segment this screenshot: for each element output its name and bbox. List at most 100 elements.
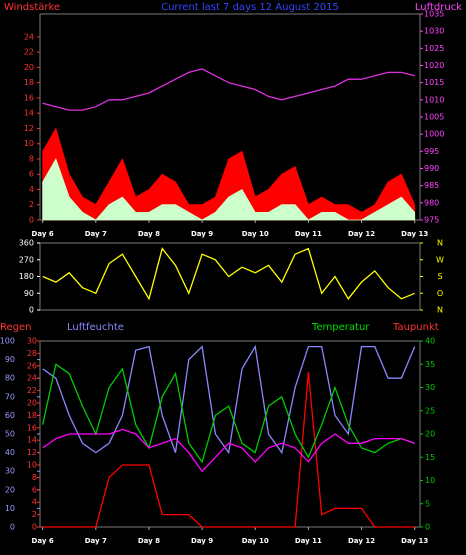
y-tick-label: 6	[29, 170, 34, 179]
title: Current last 7 days 12 August 2015	[161, 2, 339, 13]
y-tick-label: 2	[29, 200, 34, 209]
y-tick-label: 90	[5, 355, 15, 364]
y-label: Windstärke	[4, 2, 60, 13]
y-tick-label: 50	[5, 430, 15, 439]
line	[42, 363, 415, 464]
x-tick-label: Day 6	[32, 537, 54, 545]
y-tick-label: 25	[425, 406, 435, 415]
y-tick-label: 40	[5, 448, 15, 457]
y-tick-label: 22	[24, 48, 34, 57]
y-tick-label: N	[437, 239, 443, 248]
x-tick-label: Day 12	[348, 230, 375, 238]
y-tick-label: 26	[27, 361, 37, 370]
y-tick-label: 4	[32, 498, 37, 507]
y-tick-label: 990	[424, 164, 439, 173]
y-tick-label: 40	[425, 337, 435, 346]
legend-label: Luftfeuchte	[67, 322, 124, 333]
y-tick-label: O	[437, 289, 443, 298]
y-tick-label: 22	[27, 386, 37, 395]
y-tick-label: 8	[32, 473, 37, 482]
y-tick-label: 995	[424, 147, 439, 156]
x-tick-label: Day 8	[138, 537, 160, 545]
y-tick-label: 6	[32, 485, 37, 494]
x-tick-label: Day 9	[191, 537, 213, 545]
line	[42, 428, 415, 473]
y-tick-label: 10	[27, 461, 37, 470]
y-tick-label: 10	[24, 139, 34, 148]
y-tick-label: S	[437, 272, 442, 281]
y-tick-label: 14	[24, 109, 34, 118]
y-tick-label: 985	[424, 181, 439, 190]
y-tick-label: 30	[27, 337, 37, 346]
area	[42, 127, 416, 221]
y-tick-label: 20	[5, 485, 15, 494]
y-tick-label: 12	[24, 124, 34, 133]
line	[42, 247, 415, 301]
legend-label: Regen	[0, 322, 32, 333]
y-tick-label: 0	[29, 216, 34, 225]
x-tick-label: Day 9	[191, 230, 213, 238]
y-tick-label: 90	[24, 289, 34, 298]
x-tick-label: Day 7	[85, 230, 107, 238]
y-tick-label: 1000	[424, 130, 444, 139]
y-tick-label: 24	[27, 374, 37, 383]
y-tick-label: 270	[19, 255, 34, 264]
y-tick-label: 4	[29, 185, 34, 194]
x-tick-label: Day 13	[401, 537, 428, 545]
x-tick-label: Day 11	[295, 230, 322, 238]
y-tick-label: 80	[5, 374, 15, 383]
y-tick-label: 0	[10, 523, 15, 532]
legend-label: Temperatur	[311, 322, 370, 333]
y2-label: Luftdruck	[415, 2, 462, 13]
y-tick-label: 1010	[424, 95, 444, 104]
y-tick-label: 24	[24, 32, 34, 41]
y-tick-label: 1015	[424, 78, 444, 87]
y-tick-label: 35	[425, 360, 435, 369]
y-tick-label: 0	[425, 523, 430, 532]
x-tick-label: Day 8	[138, 230, 160, 238]
y-tick-label: 1005	[424, 113, 444, 122]
y-tick-label: 975	[424, 216, 439, 225]
area	[42, 158, 416, 221]
y-tick-label: 12	[27, 448, 37, 457]
x-tick-label: Day 10	[242, 230, 269, 238]
y-tick-label: 20	[27, 399, 37, 408]
y-tick-label: W	[436, 255, 444, 264]
y-tick-label: 10	[5, 504, 15, 513]
y-tick-label: N	[437, 306, 443, 315]
y-tick-label: 15	[425, 453, 435, 462]
y-tick-label: 20	[425, 430, 435, 439]
y-tick-label: 360	[19, 239, 34, 248]
y-tick-label: 100	[0, 337, 15, 346]
x-tick-label: Day 6	[32, 230, 54, 238]
y-tick-label: 30	[5, 467, 15, 476]
y-tick-label: 28	[27, 349, 37, 358]
y-tick-label: 0	[32, 523, 37, 532]
y-tick-label: 5	[425, 499, 430, 508]
y-tick-label: 1020	[424, 61, 444, 70]
y-tick-label: 60	[5, 411, 15, 420]
y-tick-label: 8	[29, 154, 34, 163]
y-tick-label: 1025	[424, 44, 444, 53]
line	[42, 68, 415, 111]
y-tick-label: 10	[425, 476, 435, 485]
y-tick-label: 980	[424, 198, 439, 207]
y-tick-label: 1035	[424, 10, 444, 19]
y-tick-label: 2	[32, 510, 37, 519]
line	[42, 344, 416, 455]
y-tick-label: 70	[5, 392, 15, 401]
x-tick-label: Day 7	[85, 537, 107, 545]
x-tick-label: Day 13	[401, 230, 428, 238]
line	[42, 371, 415, 528]
x-tick-label: Day 10	[242, 537, 269, 545]
legend-label: Taupunkt	[392, 322, 439, 333]
y-tick-label: 1030	[424, 27, 444, 36]
y-tick-label: 16	[27, 423, 37, 432]
y-tick-label: 18	[24, 78, 34, 87]
y-tick-label: 14	[27, 436, 37, 445]
y-tick-label: 20	[24, 63, 34, 72]
plot-frame	[39, 242, 421, 311]
y-tick-label: 0	[29, 306, 34, 315]
